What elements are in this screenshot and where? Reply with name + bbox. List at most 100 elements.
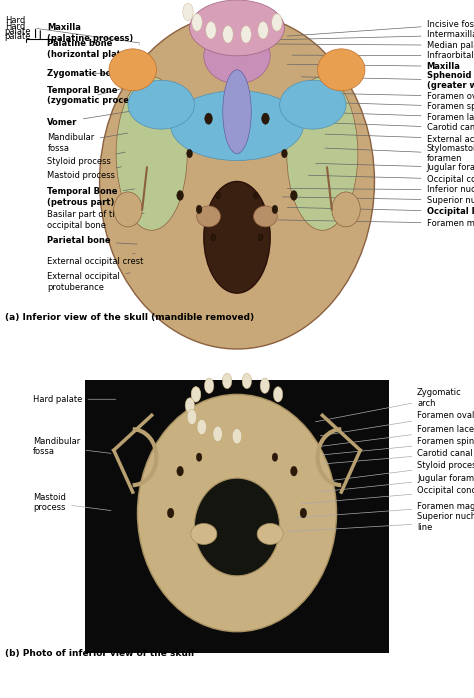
Text: Styloid process: Styloid process (325, 461, 474, 482)
Circle shape (282, 149, 287, 158)
Text: Carotid canal: Carotid canal (323, 450, 473, 464)
Text: Occipital condyle: Occipital condyle (301, 487, 474, 504)
Text: Superior nuchal line: Superior nuchal line (283, 196, 474, 205)
Ellipse shape (204, 378, 214, 394)
Text: Foramen lacerum: Foramen lacerum (320, 425, 474, 446)
Text: Carotid canal: Carotid canal (311, 122, 474, 132)
Text: Zygomatic
arch: Zygomatic arch (316, 388, 462, 422)
Circle shape (196, 205, 202, 214)
Ellipse shape (191, 387, 201, 402)
Text: Foramen spinosum: Foramen spinosum (323, 438, 474, 455)
Ellipse shape (194, 478, 280, 576)
Circle shape (211, 234, 216, 241)
Text: Stylomastoid
foramen: Stylomastoid foramen (325, 144, 474, 163)
Text: Mandibular
fossa: Mandibular fossa (47, 133, 128, 153)
Text: Maxilla
(palatine process): Maxilla (palatine process) (47, 23, 139, 45)
Ellipse shape (232, 429, 242, 444)
Ellipse shape (191, 387, 201, 402)
Circle shape (272, 453, 278, 461)
Text: Foramen ovale: Foramen ovale (306, 92, 474, 101)
Text: Foramen spinosum: Foramen spinosum (313, 102, 474, 111)
Text: (a) Inferior view of the skull (mandible removed): (a) Inferior view of the skull (mandible… (5, 313, 254, 322)
Ellipse shape (204, 28, 270, 84)
Text: Sphenoid bone
(greater wing): Sphenoid bone (greater wing) (301, 70, 474, 90)
Text: Parietal bone: Parietal bone (47, 237, 137, 245)
Ellipse shape (185, 398, 195, 413)
Text: Hard
palate: Hard palate (5, 16, 139, 43)
Ellipse shape (332, 192, 360, 227)
Ellipse shape (254, 206, 277, 227)
Ellipse shape (273, 387, 283, 402)
Text: Median palatine suture: Median palatine suture (273, 41, 474, 50)
Ellipse shape (213, 426, 222, 442)
Ellipse shape (272, 14, 282, 31)
Ellipse shape (128, 80, 194, 129)
Text: Palatine bone
(horizontal plate): Palatine bone (horizontal plate) (47, 39, 137, 59)
Text: Styloid process: Styloid process (47, 152, 125, 166)
Ellipse shape (183, 3, 193, 21)
Ellipse shape (241, 26, 251, 43)
Text: External acoustic meatus: External acoustic meatus (325, 134, 474, 144)
Ellipse shape (258, 22, 268, 39)
Ellipse shape (109, 49, 156, 91)
Text: External occipital
protuberance: External occipital protuberance (47, 272, 130, 292)
Circle shape (205, 113, 212, 124)
Text: Jugular foramen: Jugular foramen (316, 163, 474, 172)
Ellipse shape (204, 181, 270, 293)
Circle shape (177, 466, 183, 476)
Text: Foramen magnum: Foramen magnum (297, 502, 474, 518)
Ellipse shape (260, 378, 270, 394)
Text: Incisive fossa: Incisive fossa (287, 20, 474, 36)
Text: Hard
palate: Hard palate (5, 22, 31, 41)
Circle shape (254, 192, 258, 199)
Ellipse shape (192, 14, 202, 31)
Text: Temporal Bone
(zygomatic process): Temporal Bone (zygomatic process) (47, 86, 143, 105)
Text: Foramen lacerum: Foramen lacerum (306, 112, 474, 121)
Ellipse shape (223, 70, 251, 154)
Ellipse shape (197, 206, 220, 227)
Text: Zygomatic bone: Zygomatic bone (47, 69, 124, 77)
Text: Mastoid
process: Mastoid process (33, 493, 111, 512)
Text: (b) Photo of inferior view of the skull: (b) Photo of inferior view of the skull (5, 648, 194, 658)
FancyBboxPatch shape (85, 380, 389, 653)
Circle shape (258, 234, 263, 241)
Circle shape (300, 508, 307, 518)
Text: Foramen magnum: Foramen magnum (278, 219, 474, 228)
Ellipse shape (100, 14, 374, 349)
Text: Superior nuchal
line: Superior nuchal line (287, 512, 474, 532)
Circle shape (291, 466, 297, 476)
Circle shape (177, 191, 183, 200)
Text: Inferior nuchal line: Inferior nuchal line (287, 186, 474, 194)
Ellipse shape (318, 49, 365, 91)
Text: Jugular foramen: Jugular foramen (320, 474, 474, 492)
Ellipse shape (187, 409, 197, 424)
Ellipse shape (222, 373, 232, 389)
Text: Maxilla: Maxilla (287, 62, 460, 70)
Circle shape (262, 113, 269, 124)
Circle shape (216, 192, 220, 199)
Text: Temporal Bone
(petrous part): Temporal Bone (petrous part) (47, 187, 135, 207)
Ellipse shape (206, 22, 216, 39)
Ellipse shape (280, 80, 346, 129)
Circle shape (167, 508, 174, 518)
Circle shape (196, 453, 202, 461)
Text: Mandibular
fossa: Mandibular fossa (33, 437, 111, 456)
Text: Basilar part of the
occipital bone: Basilar part of the occipital bone (47, 210, 144, 230)
Text: Foramen ovale: Foramen ovale (320, 411, 474, 436)
Circle shape (291, 191, 297, 200)
Ellipse shape (191, 524, 217, 544)
Text: Mastoid process: Mastoid process (47, 167, 121, 180)
Ellipse shape (171, 91, 303, 161)
Text: Occipital condyle: Occipital condyle (309, 175, 474, 184)
Text: Hard palate: Hard palate (33, 395, 116, 403)
Text: Occipital Bone: Occipital Bone (287, 207, 474, 216)
Circle shape (272, 205, 278, 214)
Ellipse shape (242, 373, 252, 389)
Ellipse shape (197, 419, 207, 435)
Text: Vomer: Vomer (47, 109, 146, 126)
Ellipse shape (223, 26, 233, 43)
Text: External occipital crest: External occipital crest (47, 253, 144, 266)
Ellipse shape (116, 77, 187, 230)
Ellipse shape (190, 0, 284, 56)
Text: Infraorbital foramen: Infraorbital foramen (292, 52, 474, 60)
